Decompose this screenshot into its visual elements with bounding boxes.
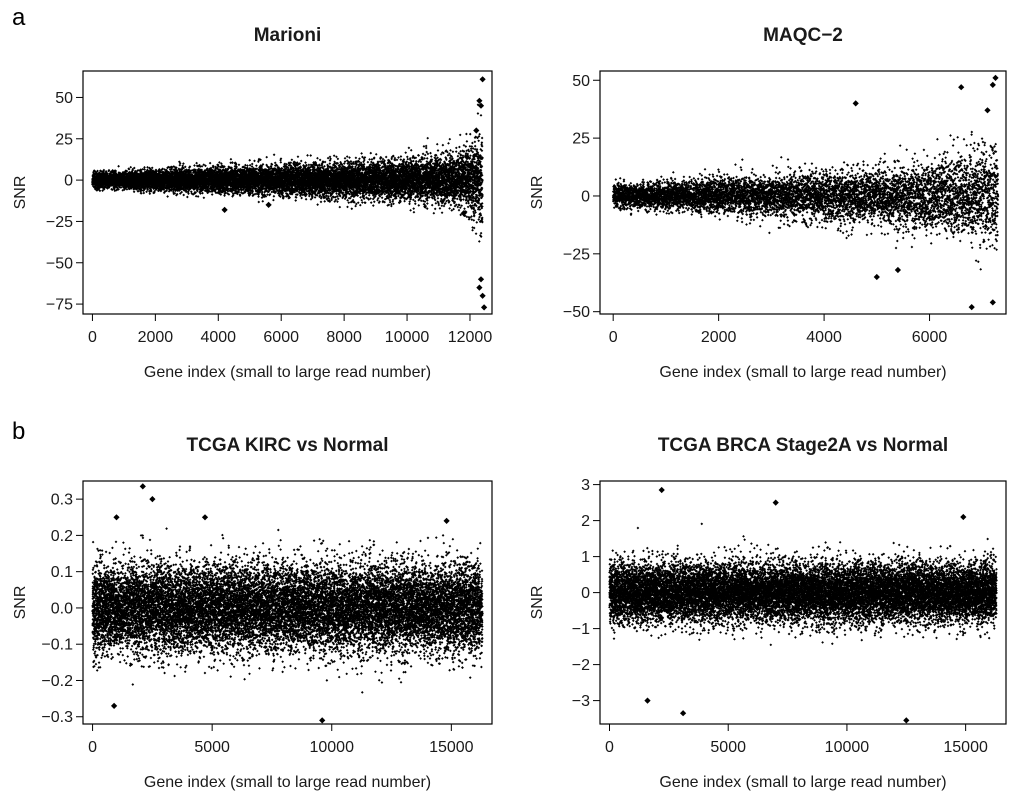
- data-point: [143, 168, 146, 171]
- data-point: [129, 166, 132, 169]
- scatter-points: [91, 76, 487, 310]
- data-point: [148, 192, 151, 195]
- data-point: [246, 164, 249, 167]
- data-point: [238, 163, 241, 166]
- data-point: [201, 192, 204, 195]
- data-point: [178, 164, 181, 167]
- data-point: [193, 164, 196, 167]
- data-point: [230, 158, 233, 161]
- chart-title: Marioni: [254, 25, 322, 46]
- data-point: [182, 194, 185, 197]
- data-point: [209, 162, 212, 165]
- data-point: [195, 162, 198, 165]
- data-point: [142, 192, 145, 195]
- data-point: [231, 161, 234, 164]
- data-point: [197, 195, 200, 198]
- data-point: [166, 195, 169, 198]
- data-point: [133, 190, 136, 193]
- data-point: [117, 165, 120, 168]
- data-point: [195, 195, 198, 198]
- data-point: [186, 196, 189, 199]
- data-point: [203, 196, 206, 199]
- data-point: [201, 165, 204, 168]
- data-point: [182, 162, 185, 165]
- data-point: [211, 193, 214, 196]
